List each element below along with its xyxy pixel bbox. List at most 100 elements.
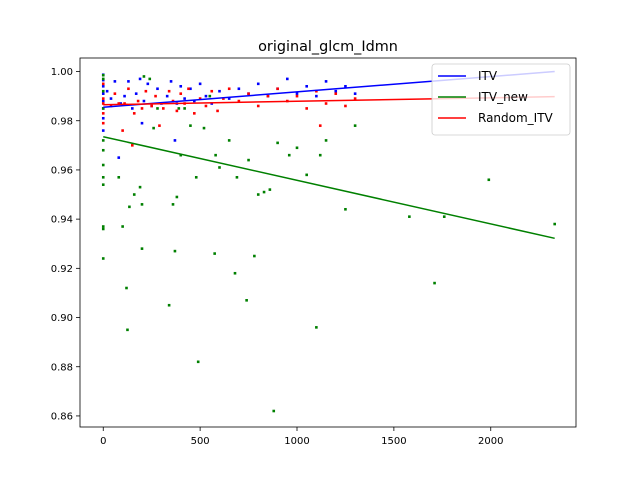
data-point [101,139,105,142]
data-point [101,92,105,95]
data-point [131,144,134,147]
data-point [442,215,446,218]
data-point [101,121,105,125]
data-point [167,303,171,307]
data-point [227,139,231,142]
data-point [140,203,144,206]
y-tick-label: 0.92 [51,264,73,275]
data-point [140,107,144,110]
y-tick-label: 1.00 [51,67,73,78]
data-point [101,89,105,93]
data-point [173,249,177,253]
data-point [222,97,225,100]
data-point [101,129,105,132]
data-point [305,173,308,177]
data-point [162,107,165,110]
data-point [216,109,219,113]
data-point [101,77,105,81]
data-point [433,281,436,285]
data-point [101,82,105,86]
data-point [247,158,250,162]
legend: ITV ITV_new Random_ITV [431,63,571,136]
data-point [408,215,411,218]
data-point [287,153,291,157]
data-point [138,185,142,189]
data-point [324,80,328,83]
data-point [101,107,105,110]
data-point [144,89,148,93]
data-point [272,409,276,413]
data-point [125,286,128,290]
data-point [315,94,318,98]
data-point [305,107,308,110]
data-point [101,148,105,152]
data-point [101,163,105,167]
data-point [268,188,272,191]
data-point [146,82,150,86]
data-point [138,77,142,81]
data-point [150,104,153,108]
data-point [132,112,136,115]
data-point [123,94,126,98]
data-point [165,94,169,98]
x-tick-label: 1500 [381,436,406,447]
data-point [344,84,347,88]
y-tick-label: 0.88 [51,362,73,373]
data-point [208,94,212,98]
data-point [194,176,198,179]
data-point [117,102,121,105]
chart-title: original_glcm_Idmn [258,39,398,55]
y-tick-label: 0.98 [51,116,73,127]
data-point [305,84,308,88]
data-point [101,225,105,228]
data-point [295,92,299,95]
data-point [121,129,124,132]
data-point [179,153,183,157]
data-point [353,97,357,100]
data-point [158,124,161,127]
data-point [113,80,117,83]
data-point [101,99,105,103]
data-point [324,139,328,142]
data-point [148,77,152,81]
data-point [213,252,216,255]
data-point [315,326,318,329]
data-point [117,176,121,179]
data-point [237,87,241,91]
data-point [189,87,192,91]
data-point [189,124,192,127]
data-point [101,183,105,186]
data-point [128,205,131,209]
data-point [487,178,491,182]
data-point [237,99,241,103]
data-point [276,141,279,145]
data-point [196,360,200,364]
data-point [202,126,206,130]
data-point [140,247,144,250]
data-point [123,102,126,105]
data-point [198,82,202,86]
y-tick-label: 0.90 [51,313,73,324]
legend-label: ITV_new [478,90,528,104]
data-point [101,102,105,105]
data-point [235,176,239,179]
data-point [132,193,136,196]
data-point [156,107,159,110]
data-point [218,166,221,169]
data-point [154,94,157,98]
data-point [105,89,109,93]
data-point [169,80,173,83]
data-point [324,102,328,105]
data-point [134,92,138,95]
data-point [262,190,266,194]
data-point [198,97,202,100]
data-point [177,107,181,110]
y-tick-label: 0.86 [51,412,73,423]
x-tick-label: 1000 [284,436,309,447]
data-point [295,146,299,150]
data-point [109,97,113,100]
data-point [256,82,260,86]
data-point [334,92,338,95]
